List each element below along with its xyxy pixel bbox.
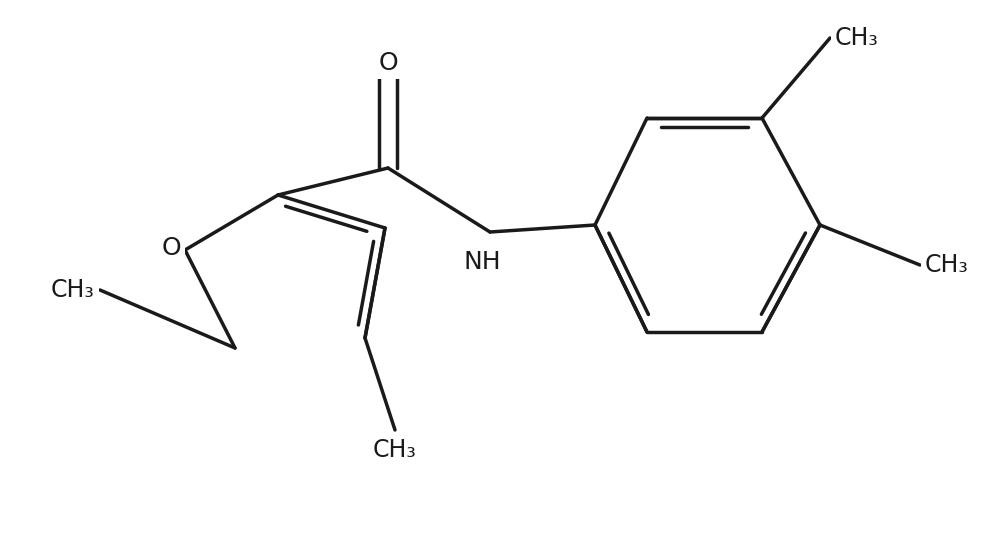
Text: NH: NH [463, 250, 501, 274]
Text: O: O [161, 236, 181, 260]
Text: CH₃: CH₃ [373, 438, 417, 462]
Text: CH₃: CH₃ [835, 26, 879, 50]
Text: CH₃: CH₃ [51, 278, 95, 302]
Text: CH₃: CH₃ [925, 253, 969, 277]
Text: O: O [378, 51, 398, 75]
